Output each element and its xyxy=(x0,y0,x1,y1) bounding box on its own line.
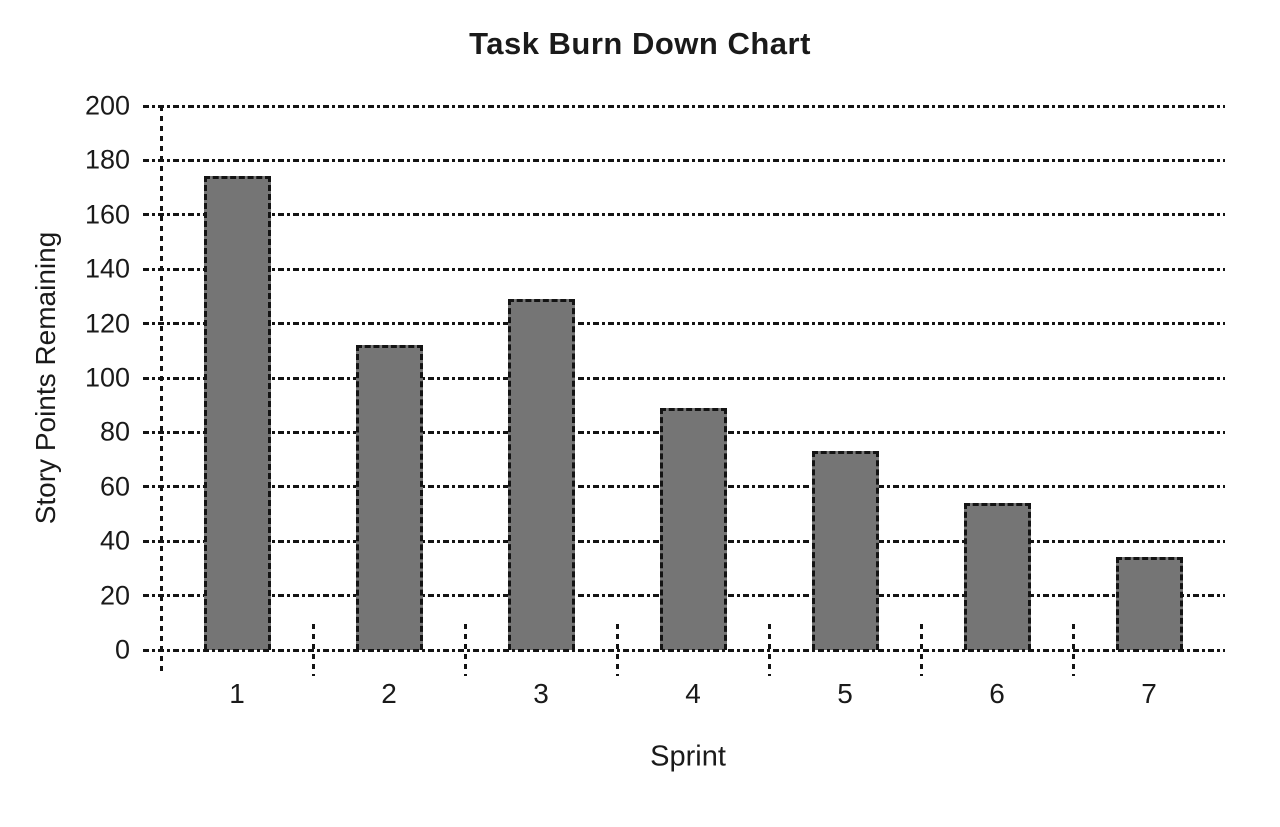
chart-title: Task Burn Down Chart xyxy=(469,26,811,61)
gridline xyxy=(143,267,1225,271)
x-tick-label: 4 xyxy=(685,678,701,709)
bar xyxy=(203,176,271,650)
gridline xyxy=(143,376,1225,380)
y-tick-label: 160 xyxy=(84,199,130,230)
gridline xyxy=(143,104,1225,108)
y-tick-label: 100 xyxy=(84,362,130,393)
y-tick-label: 0 xyxy=(114,634,130,665)
gridline xyxy=(143,213,1225,217)
x-tick-label: 1 xyxy=(229,678,245,709)
y-tick-label: 20 xyxy=(99,580,130,611)
y-tick-label: 120 xyxy=(84,308,130,339)
gridline xyxy=(143,322,1225,326)
plot-area xyxy=(143,104,1225,676)
x-tick-label: 5 xyxy=(837,678,853,709)
y-tick-label: 180 xyxy=(84,144,130,175)
y-axis-line xyxy=(159,106,163,672)
bar xyxy=(811,451,879,650)
x-tick-label: 6 xyxy=(989,678,1005,709)
x-tick-label: 7 xyxy=(1141,678,1157,709)
y-tick-label: 200 xyxy=(84,90,130,121)
category-tick xyxy=(615,624,619,676)
category-tick xyxy=(463,624,467,676)
y-tick-label: 60 xyxy=(99,471,130,502)
y-tick-label: 140 xyxy=(84,253,130,284)
x-axis-title: Sprint xyxy=(650,740,726,773)
y-tick-label: 40 xyxy=(99,525,130,556)
category-tick xyxy=(311,624,315,676)
bar xyxy=(659,407,727,650)
category-tick xyxy=(919,624,923,676)
gridline xyxy=(143,648,1225,652)
bar xyxy=(355,345,423,650)
bar xyxy=(1115,557,1183,650)
category-tick xyxy=(767,624,771,676)
gridline xyxy=(143,158,1225,162)
x-tick-label: 2 xyxy=(381,678,397,709)
bar xyxy=(963,502,1031,650)
category-tick xyxy=(1071,624,1075,676)
x-tick-label: 3 xyxy=(533,678,549,709)
y-tick-label: 80 xyxy=(99,416,130,447)
bar xyxy=(507,298,575,650)
